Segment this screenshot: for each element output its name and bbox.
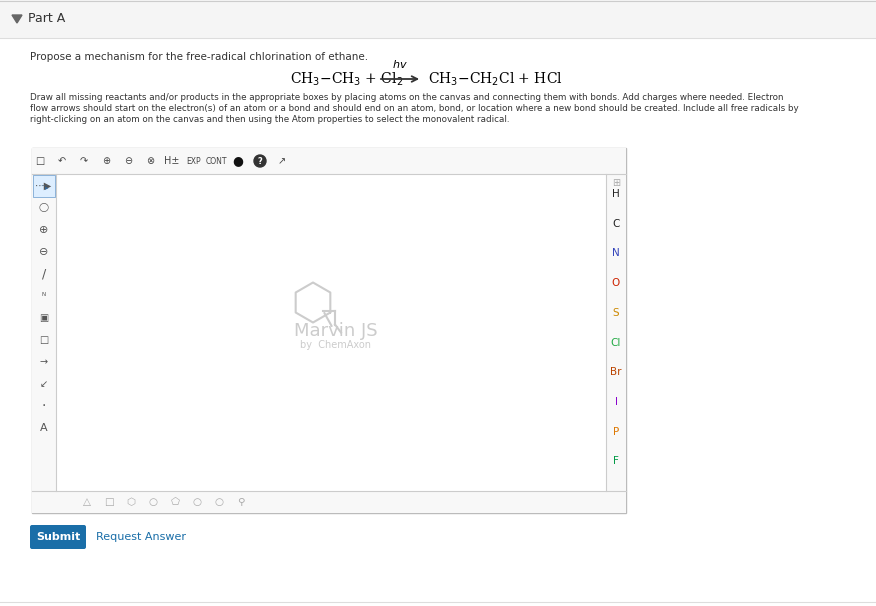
Text: /: / <box>42 267 46 281</box>
Text: ○: ○ <box>215 497 223 507</box>
Text: $hv$: $hv$ <box>392 58 408 70</box>
Text: Marvin JS: Marvin JS <box>294 322 378 339</box>
Text: ⊞: ⊞ <box>612 178 620 188</box>
Text: ↶: ↶ <box>58 156 66 166</box>
Text: ⚲: ⚲ <box>237 497 244 507</box>
Text: by  ChemAxon: by ChemAxon <box>300 341 371 350</box>
Text: ᴺ: ᴺ <box>42 291 46 301</box>
Bar <box>56 174 606 491</box>
Text: ○: ○ <box>193 497 201 507</box>
Bar <box>32 148 626 513</box>
Text: CONT: CONT <box>205 156 227 165</box>
Bar <box>33 175 55 197</box>
Text: ?: ? <box>258 156 263 165</box>
Text: H±: H± <box>165 156 180 166</box>
Text: ⋯▶: ⋯▶ <box>35 181 53 191</box>
Text: Draw all missing reactants and/or products in the appropriate boxes by placing a: Draw all missing reactants and/or produc… <box>30 93 783 102</box>
FancyBboxPatch shape <box>30 525 86 549</box>
Text: CH$_3$$-$CH$_2$Cl + HCl: CH$_3$$-$CH$_2$Cl + HCl <box>428 70 562 88</box>
Text: ⬡: ⬡ <box>126 497 136 507</box>
Text: ⊖: ⊖ <box>39 247 49 257</box>
Text: S: S <box>612 308 619 318</box>
Text: C: C <box>612 219 619 228</box>
Text: Propose a mechanism for the free-radical chlorination of ethane.: Propose a mechanism for the free-radical… <box>30 52 368 62</box>
Text: Submit: Submit <box>36 532 80 542</box>
Text: □: □ <box>104 497 114 507</box>
Text: Br: Br <box>611 367 622 377</box>
Text: ↗: ↗ <box>278 156 286 166</box>
Text: ○: ○ <box>149 497 158 507</box>
Text: ●: ● <box>232 155 244 167</box>
Text: □: □ <box>39 335 49 345</box>
Text: →: → <box>40 357 48 367</box>
Text: ⋯: ⋯ <box>40 183 47 189</box>
Text: ⊕: ⊕ <box>39 225 49 235</box>
Text: F: F <box>613 456 619 466</box>
Bar <box>32 148 626 174</box>
Bar <box>606 174 626 491</box>
Text: H: H <box>612 189 620 199</box>
Text: ↙: ↙ <box>40 379 48 389</box>
Text: P: P <box>613 427 619 436</box>
Text: flow arrows should start on the electron(s) of an atom or a bond and should end : flow arrows should start on the electron… <box>30 104 799 113</box>
Text: ▸: ▸ <box>46 185 49 191</box>
Text: Request Answer: Request Answer <box>96 532 186 542</box>
Text: ⬠: ⬠ <box>171 497 180 507</box>
Circle shape <box>254 155 266 167</box>
Text: □: □ <box>35 156 45 166</box>
Text: right-clicking on an atom on the canvas and then using the Atom properties to se: right-clicking on an atom on the canvas … <box>30 115 510 124</box>
Text: N: N <box>612 248 620 258</box>
Text: Cl: Cl <box>611 338 621 347</box>
Text: ⊗: ⊗ <box>146 156 154 166</box>
Text: ▣: ▣ <box>39 313 49 323</box>
Text: Part A: Part A <box>28 13 65 25</box>
Text: ⊕: ⊕ <box>102 156 110 166</box>
Text: ◯: ◯ <box>39 204 49 213</box>
Text: ↷: ↷ <box>80 156 88 166</box>
Text: EXP: EXP <box>187 156 201 165</box>
Text: I: I <box>614 397 618 407</box>
Text: △: △ <box>83 497 91 507</box>
Text: O: O <box>611 278 620 288</box>
Polygon shape <box>12 15 22 23</box>
Text: CH$_3$$-$CH$_3$ + Cl$_2$: CH$_3$$-$CH$_3$ + Cl$_2$ <box>290 70 403 88</box>
Bar <box>32 174 56 491</box>
Bar <box>0 1 876 38</box>
Text: A: A <box>40 423 48 433</box>
Bar <box>32 491 626 513</box>
Text: ⊖: ⊖ <box>124 156 132 166</box>
Text: ·: · <box>42 399 46 413</box>
